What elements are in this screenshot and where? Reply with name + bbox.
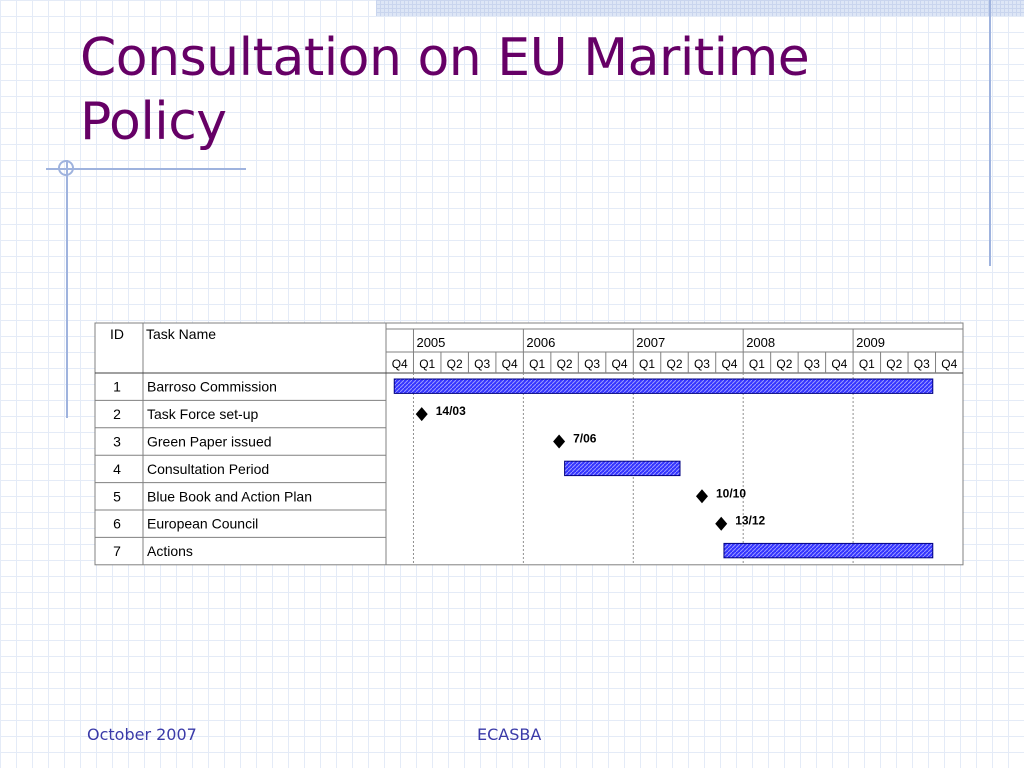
quarter-label: Q4: [721, 357, 737, 371]
quarter-label: Q3: [474, 357, 490, 371]
milestone-diamond: [715, 516, 728, 531]
task-id: 4: [113, 461, 121, 477]
quarter-label: Q4: [612, 357, 628, 371]
decorative-line: [46, 168, 246, 170]
quarter-label: Q1: [749, 357, 765, 371]
task-id: 5: [113, 488, 121, 504]
milestone-diamond: [695, 489, 708, 504]
task-bar: [564, 460, 681, 477]
quarter-label: Q2: [886, 357, 902, 371]
year-label: 2005: [416, 335, 445, 350]
quarter-label: Q2: [557, 357, 573, 371]
task-bar: [723, 542, 934, 559]
quarter-label: Q3: [584, 357, 600, 371]
year-label: 2007: [636, 335, 665, 350]
quarter-label: Q2: [447, 357, 463, 371]
task-id: 1: [113, 379, 121, 395]
quarter-label: Q1: [419, 357, 435, 371]
task-id: 3: [113, 434, 121, 450]
quarter-label: Q4: [831, 357, 847, 371]
task-name: European Council: [147, 516, 258, 532]
quarter-label: Q4: [502, 357, 518, 371]
decorative-circle: [58, 160, 74, 176]
decorative-line: [66, 160, 68, 418]
task-name: Consultation Period: [147, 461, 269, 477]
decorative-line: [989, 0, 991, 266]
quarter-label: Q3: [694, 357, 710, 371]
quarter-label: Q1: [639, 357, 655, 371]
task-name: Task Force set-up: [147, 406, 258, 422]
year-label: 2009: [856, 335, 885, 350]
milestone-diamond: [415, 407, 428, 422]
gantt-frame: [94, 322, 964, 566]
milestone-label: 7/06: [573, 432, 597, 446]
slide-title: Consultation on EU Maritime Policy: [80, 28, 810, 152]
quarter-label: Q1: [859, 357, 875, 371]
footer-org: ECASBA: [477, 725, 542, 744]
task-name: Green Paper issued: [147, 434, 272, 450]
task-id: 6: [113, 516, 121, 532]
quarter-label: Q3: [804, 357, 820, 371]
task-name: Barroso Commission: [147, 379, 277, 395]
milestone-diamond: [553, 434, 566, 449]
task-name-header: Task Name: [146, 326, 216, 342]
quarter-label: Q2: [666, 357, 682, 371]
year-label: 2008: [746, 335, 775, 350]
year-label: 2006: [526, 335, 555, 350]
task-name: Actions: [147, 543, 193, 559]
milestone-label: 14/03: [436, 404, 466, 418]
decorative-band: [376, 0, 1024, 16]
milestone-label: 10/10: [716, 486, 746, 500]
quarter-label: Q4: [941, 357, 957, 371]
quarter-label: Q2: [776, 357, 792, 371]
milestone-label: 13/12: [735, 514, 765, 528]
quarter-label: Q4: [392, 357, 408, 371]
task-name: Blue Book and Action Plan: [147, 488, 312, 504]
task-bar: [393, 378, 934, 394]
task-id: 7: [113, 543, 121, 559]
quarter-label: Q3: [914, 357, 930, 371]
id-header: ID: [110, 326, 124, 342]
task-id: 2: [113, 406, 121, 422]
quarter-label: Q1: [529, 357, 545, 371]
footer-date: October 2007: [87, 725, 197, 744]
